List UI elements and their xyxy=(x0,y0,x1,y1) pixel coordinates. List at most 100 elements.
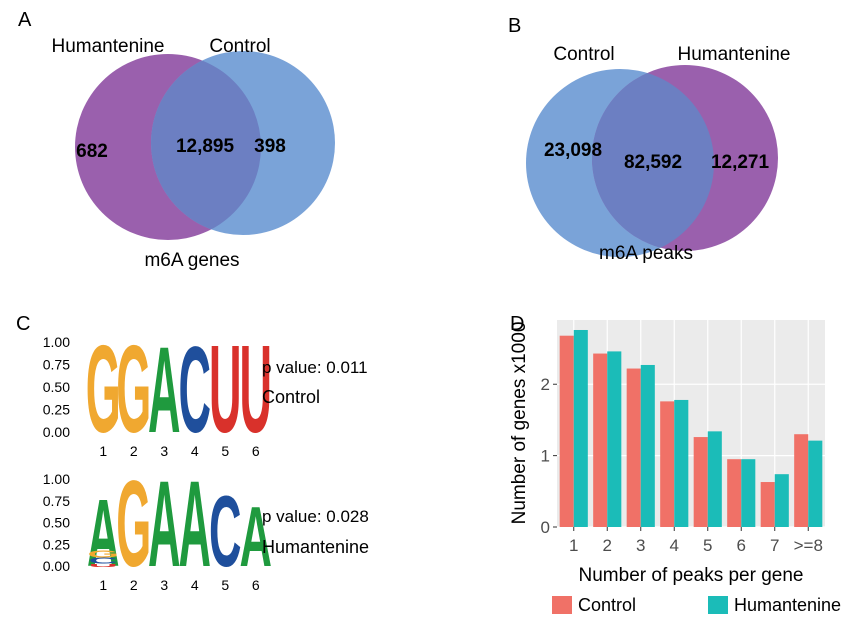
logo-letter-C: C xyxy=(209,474,241,588)
legend-label-control: Control xyxy=(578,595,636,615)
logo-x-tick: 4 xyxy=(191,443,199,459)
logo-x-tick: 3 xyxy=(160,443,168,459)
logo-y-tick: 0.25 xyxy=(43,402,70,418)
x-tick-label: >=8 xyxy=(794,536,823,555)
panel-d-letter: D xyxy=(510,313,524,335)
bar-control-5 xyxy=(693,437,708,527)
peaks-caption: m6A peaks xyxy=(599,243,693,264)
logo-letter-G: G xyxy=(116,320,151,458)
bar-humantenine-3 xyxy=(640,364,655,527)
x-axis-title: Number of peaks per gene xyxy=(579,565,804,586)
humantenine-genes-label: Humantenine xyxy=(51,36,164,57)
logo-y-tick: 1.00 xyxy=(43,471,70,487)
logo-x-tick: 5 xyxy=(221,443,229,459)
legend-label-humantenine: Humantenine xyxy=(734,595,841,615)
bar-control-3 xyxy=(626,368,641,527)
legend-swatch-humantenine xyxy=(708,596,728,614)
logo-letter-C: C xyxy=(179,320,211,458)
logo-y-tick: 0.75 xyxy=(43,357,70,373)
control-motif-logo: 1.000.750.500.250.00 G1 G2 A3 C4 U5 U6p value:… xyxy=(43,320,368,459)
logo-x-tick: 6 xyxy=(252,443,260,459)
bar-humantenine->=8 xyxy=(808,440,823,527)
control-genes-label: Control xyxy=(209,36,270,57)
logo-y-tick: 0.25 xyxy=(43,536,70,552)
x-tick-label: 2 xyxy=(603,536,612,555)
logo-letter-U: U xyxy=(240,320,272,458)
panel-a: A Humantenine Control 682 12,895 398 m6A… xyxy=(18,9,335,271)
logo-x-tick: 4 xyxy=(191,577,199,593)
x-tick-label: 5 xyxy=(703,536,712,555)
logo-letter-A: A xyxy=(148,456,180,593)
y-tick-label: 0 xyxy=(541,518,550,537)
bar-humantenine-6 xyxy=(741,459,756,527)
panel-b: B Control Humantenine 23,098 82,592 12,2… xyxy=(508,15,791,264)
bar-control->=8 xyxy=(794,434,809,527)
bar-control-4 xyxy=(660,401,675,527)
genes-caption: m6A genes xyxy=(144,250,239,271)
x-tick-label: 7 xyxy=(770,536,779,555)
peaks-overlap-count: 82,592 xyxy=(624,152,682,173)
bar-humantenine-2 xyxy=(607,351,622,527)
humantenine-only-peaks-count: 12,271 xyxy=(711,152,770,173)
panel-c-letter: C xyxy=(16,313,30,335)
logo-x-tick: 1 xyxy=(99,443,107,459)
bar-control-1 xyxy=(559,335,574,527)
bar-control-6 xyxy=(727,459,742,527)
control-peaks-label: Control xyxy=(553,44,614,65)
genes-overlap-region xyxy=(151,54,261,235)
logo-x-tick: 3 xyxy=(160,577,168,593)
logo-x-tick: 2 xyxy=(130,443,138,459)
logo-letter-A: A xyxy=(148,320,180,458)
bar-control-7 xyxy=(760,482,775,527)
logo-letter-G: G xyxy=(116,456,151,593)
control-only-peaks-count: 23,098 xyxy=(544,140,602,161)
humantenine-peaks-label: Humantenine xyxy=(677,44,790,65)
x-tick-label: 4 xyxy=(670,536,679,555)
logo-letter-A: A xyxy=(179,456,211,593)
peaks-overlap-region xyxy=(592,69,714,251)
humantenine-only-count: 682 xyxy=(76,141,108,162)
logo-x-tick: 1 xyxy=(99,577,107,593)
panel-b-letter: B xyxy=(508,15,521,37)
logo-residual-G: G xyxy=(87,549,119,560)
genes-overlap-count: 12,895 xyxy=(176,136,235,157)
bar-humantenine-4 xyxy=(674,399,689,527)
x-tick-label: 1 xyxy=(569,536,578,555)
motif-p-value: p value: 0.028 xyxy=(262,507,369,526)
motif-name: Humantenine xyxy=(262,537,369,557)
motif-p-value: p value: 0.011 xyxy=(262,358,368,377)
y-axis-title: Number of genes x1000 xyxy=(509,322,530,525)
logo-y-tick: 1.00 xyxy=(43,334,70,350)
motif-name: Control xyxy=(262,387,320,407)
logo-y-tick: 0.50 xyxy=(43,379,70,395)
logo-letter-U: U xyxy=(209,320,241,458)
logo-letter-G: G xyxy=(86,320,121,458)
control-only-count: 398 xyxy=(254,136,286,157)
y-tick-label: 1 xyxy=(541,447,550,466)
bar-humantenine-1 xyxy=(573,329,588,527)
x-tick-label: 6 xyxy=(737,536,746,555)
bar-humantenine-7 xyxy=(774,474,789,527)
panel-c: C 1.000.750.500.250.00 G1 G2 A3 C4 U5 U6p valu… xyxy=(16,313,369,593)
legend-swatch-control xyxy=(552,596,572,614)
logo-residual-C: C xyxy=(89,556,118,565)
bar-humantenine-5 xyxy=(707,431,722,527)
logo-y-tick: 0.00 xyxy=(43,424,70,440)
logo-x-tick: 5 xyxy=(221,577,229,593)
logo-letter-A: A xyxy=(87,479,119,586)
logo-x-tick: 2 xyxy=(130,577,138,593)
logo-y-tick: 0.50 xyxy=(43,515,70,531)
x-tick-label: 3 xyxy=(636,536,645,555)
panel-a-letter: A xyxy=(18,9,32,31)
bar-control-2 xyxy=(593,353,608,527)
logo-x-tick: 6 xyxy=(252,577,260,593)
logo-y-tick: 0.00 xyxy=(43,558,70,574)
logo-y-tick: 0.75 xyxy=(43,493,70,509)
logo-residual-U: U xyxy=(89,563,118,568)
logo-letter-A: A xyxy=(240,490,272,585)
y-tick-label: 2 xyxy=(541,375,550,394)
